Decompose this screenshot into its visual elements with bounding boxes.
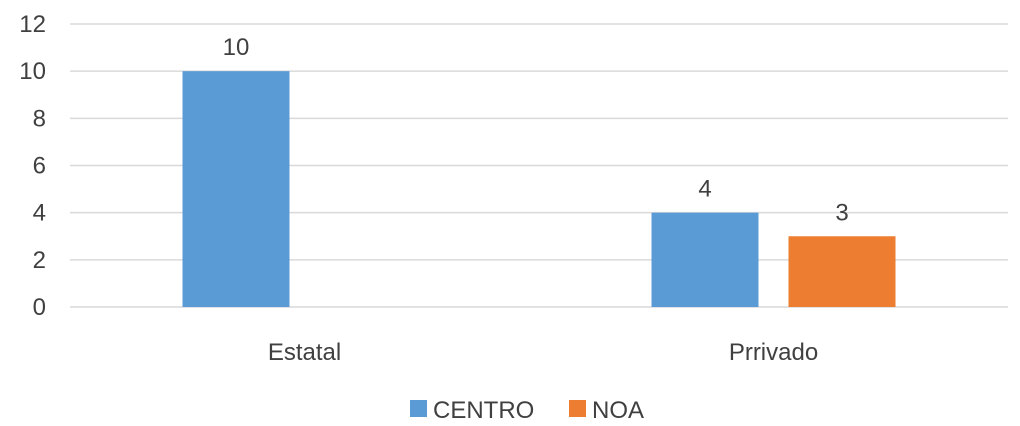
legend-swatch-noa — [569, 400, 586, 417]
y-tick-label: 6 — [33, 153, 46, 180]
y-tick-label: 0 — [33, 294, 46, 321]
y-tick-label: 4 — [33, 200, 46, 227]
x-tick-label: Prrivado — [729, 339, 818, 366]
data-labels: 10 4 3 — [223, 34, 849, 226]
y-tick-label: 8 — [33, 105, 46, 132]
x-axis-ticks: Estatal Prrivado — [268, 339, 818, 366]
y-tick-label: 10 — [19, 58, 46, 85]
data-label: 3 — [835, 199, 848, 226]
bar-centro-estatal — [182, 71, 290, 308]
bars — [182, 71, 896, 308]
bar-noa-prrivado — [788, 236, 896, 307]
legend-label-centro: CENTRO — [433, 397, 534, 421]
y-axis-ticks: 0 2 4 6 8 10 12 — [19, 11, 46, 321]
legend-label-noa: NOA — [592, 397, 644, 421]
y-tick-label: 12 — [19, 11, 46, 38]
legend-swatch-centro — [410, 400, 427, 417]
bar-centro-prrivado — [651, 212, 759, 307]
data-label: 10 — [223, 34, 250, 61]
legend: CENTRO NOA — [410, 397, 644, 424]
x-tick-label: Estatal — [268, 339, 341, 366]
y-tick-label: 2 — [33, 247, 46, 274]
data-label: 4 — [698, 176, 711, 203]
